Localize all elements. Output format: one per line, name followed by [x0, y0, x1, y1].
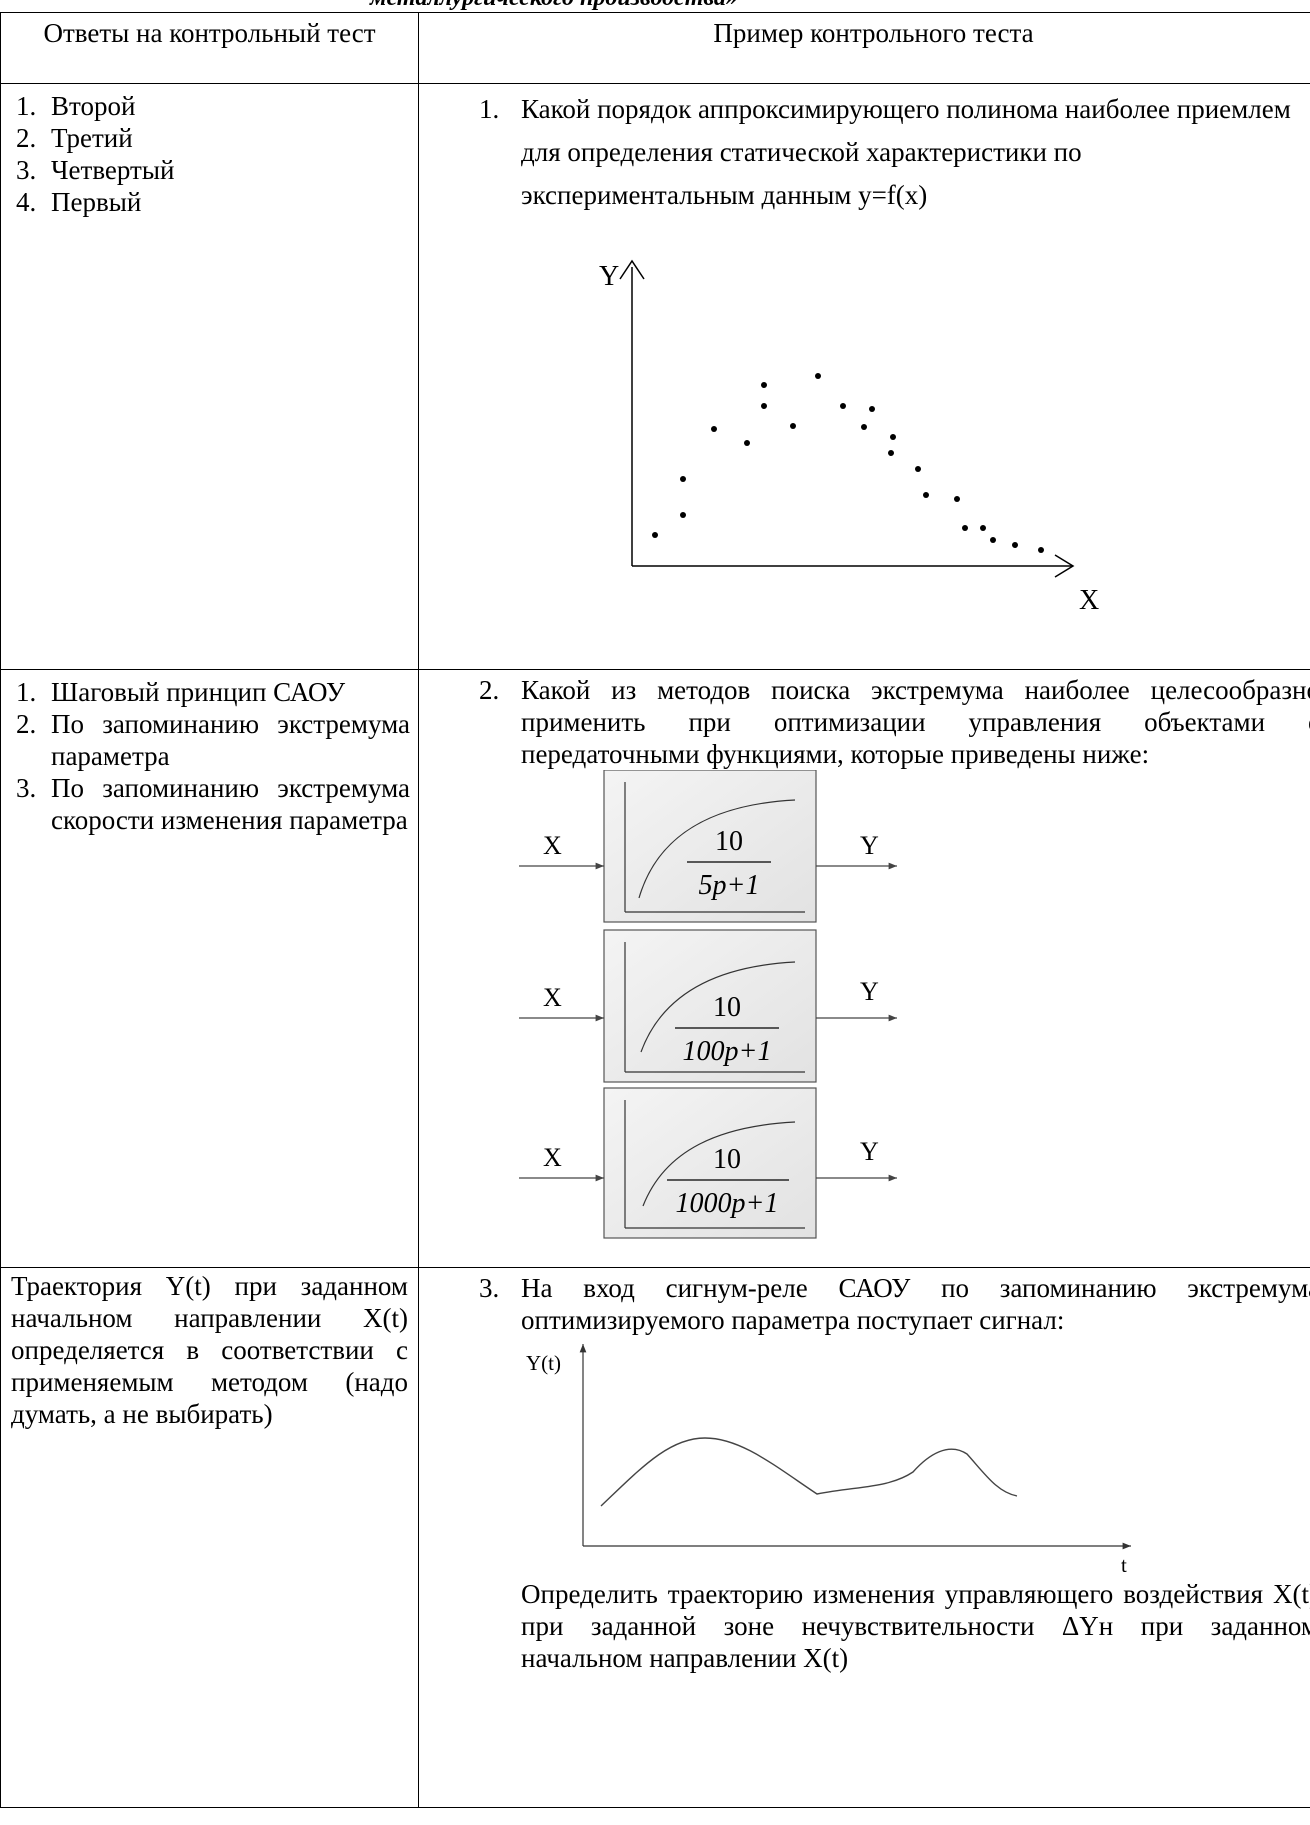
list-item: Второй — [43, 90, 410, 122]
answers-list-1: Второй Третий Четвертый Первый — [1, 84, 418, 218]
answers-column-header: Ответы на контрольный тест — [0, 12, 419, 84]
answers-cell-3: Траектория Y(t) при заданном начальном н… — [0, 1267, 419, 1808]
data-point — [962, 525, 968, 531]
input-label: X — [543, 983, 562, 1012]
test-table: Ответы на контрольный тест Пример контро… — [0, 12, 1310, 1808]
question-cell-2: 2. Какой из методов поиска экстремума на… — [418, 669, 1310, 1268]
question-2: 2. Какой из методов поиска экстремума на… — [419, 670, 1310, 770]
question-3: 3. На вход сигнум-реле САОУ по запоминан… — [419, 1268, 1310, 1336]
data-point — [869, 406, 875, 412]
signal-curve — [600, 1437, 1018, 1507]
y-axis-arrow — [619, 259, 645, 280]
data-point — [761, 403, 767, 409]
list-item: Третий — [43, 122, 410, 154]
input-label: X — [543, 1143, 562, 1172]
signal-figure: Y(t) t — [526, 1344, 1131, 1576]
question-text: Какой из методов поиска экстремума наибо… — [521, 675, 1310, 769]
table-row: Шаговый принцип САОУ По запоминанию экст… — [0, 669, 1310, 1268]
input-label: X — [543, 831, 562, 860]
transfer-block-3: X Y 10 1000p+1 — [519, 1087, 897, 1239]
list-item: По запоминанию экстремума параметра — [43, 708, 410, 772]
transfer-block-1: X Y 10 5p+1 — [519, 770, 897, 923]
tf-numerator: 10 — [713, 992, 741, 1023]
answer-text-3: Траектория Y(t) при заданном начальном н… — [11, 1271, 408, 1429]
tf-denominator: 1000p+1 — [676, 1188, 779, 1219]
x-axis-label: t — [1121, 1553, 1127, 1576]
table-row: Траектория Y(t) при заданном начальном н… — [0, 1267, 1310, 1808]
data-point — [888, 450, 894, 456]
block-frame — [603, 1087, 817, 1239]
output-label: Y — [860, 977, 879, 1006]
question-number: 3. — [479, 1273, 500, 1303]
transfer-function-blocks: X Y 10 5p+1 X Y 10 — [519, 770, 897, 1239]
y-axis-label: Y — [599, 261, 619, 292]
step-response-curve — [640, 961, 796, 1053]
list-item: Шаговый принцип САОУ — [43, 676, 410, 708]
page-header: металлургического производства» — [0, 0, 1310, 12]
list-item: По запоминанию экстремума скорости измен… — [43, 772, 410, 836]
data-point — [861, 424, 867, 430]
question-1: 1. Какой порядок аппроксимирующего полин… — [419, 84, 1310, 217]
tf-denominator: 5p+1 — [699, 870, 760, 901]
question-number: 2. — [479, 675, 500, 705]
question-cell-3: 3. На вход сигнум-реле САОУ по запоминан… — [418, 1267, 1310, 1808]
question-text: Какой порядок аппроксимирующего полинома… — [521, 94, 1291, 210]
y-axis-label: Y(t) — [526, 1351, 561, 1375]
transfer-block-2: X Y 10 100p+1 — [519, 929, 897, 1083]
question-number: 1. — [479, 94, 500, 124]
answers-cell-2: Шаговый принцип САОУ По запоминанию экст… — [0, 669, 419, 1268]
question-cell-1: 1. Какой порядок аппроксимирующего полин… — [418, 83, 1310, 670]
output-label: Y — [860, 1137, 879, 1166]
block-frame — [603, 929, 817, 1083]
data-point — [980, 525, 986, 531]
data-point — [711, 426, 717, 432]
tf-numerator: 10 — [713, 1144, 741, 1175]
tf-numerator: 10 — [715, 826, 743, 857]
data-point — [790, 423, 796, 429]
data-point — [680, 476, 686, 482]
step-response-curve — [638, 799, 796, 899]
question-text: На вход сигнум-реле САОУ по запоминанию … — [521, 1273, 1310, 1335]
test-column-header: Пример контрольного теста — [418, 12, 1310, 84]
output-label: Y — [860, 831, 879, 860]
answers-cell-1: Второй Третий Четвертый Первый — [0, 83, 419, 670]
table-row: Второй Третий Четвертый Первый 1. Какой … — [0, 83, 1310, 670]
step-response-curve — [642, 1121, 796, 1207]
x-axis-label: X — [1079, 585, 1099, 616]
question-3-continuation: Определить траекторию изменения управляю… — [521, 1579, 1310, 1673]
data-point — [744, 440, 750, 446]
data-point — [990, 537, 996, 543]
data-point — [1012, 542, 1018, 548]
tf-denominator: 100p+1 — [683, 1036, 772, 1067]
data-point — [761, 382, 767, 388]
data-point — [1038, 547, 1044, 553]
x-axis-arrow — [1054, 554, 1075, 578]
data-point — [680, 512, 686, 518]
data-point — [652, 532, 658, 538]
table-header-row: Ответы на контрольный тест Пример контро… — [0, 12, 1310, 84]
data-point — [915, 466, 921, 472]
list-item: Четвертый — [43, 154, 410, 186]
data-point — [815, 373, 821, 379]
data-point — [840, 403, 846, 409]
answers-list-2: Шаговый принцип САОУ По запоминанию экст… — [1, 670, 418, 836]
data-point — [890, 434, 896, 440]
list-item: Первый — [43, 186, 410, 218]
data-point — [923, 492, 929, 498]
scatter-points — [652, 373, 1044, 553]
header-text: металлургического производства» — [370, 0, 738, 12]
data-point — [954, 496, 960, 502]
scatter-figure: Y X — [599, 259, 1099, 616]
